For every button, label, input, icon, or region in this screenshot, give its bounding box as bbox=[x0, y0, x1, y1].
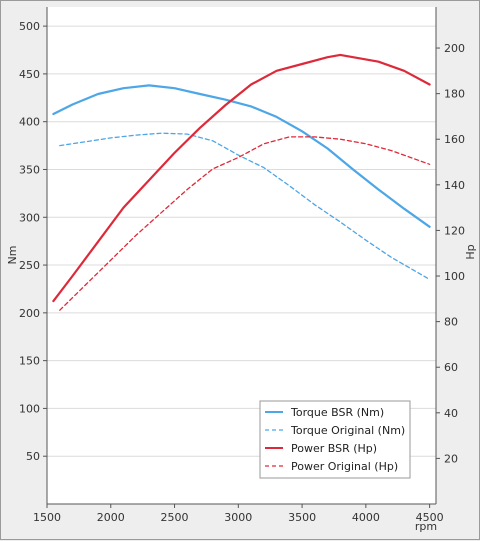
series-line-1 bbox=[52, 84, 431, 228]
y-tick-label-right: 180 bbox=[444, 88, 465, 101]
y-tick-label-left: 450 bbox=[19, 68, 40, 81]
y-tick-label-left: 100 bbox=[19, 402, 40, 415]
y-tick-label-right: 160 bbox=[444, 133, 465, 146]
axis-layer bbox=[46, 7, 437, 505]
series-line-2 bbox=[59, 132, 431, 281]
legend-box bbox=[259, 400, 411, 479]
tick-layer: 50 100 150 200 250 300 350 400 450 500 20 40 60 80 100… bbox=[19, 20, 465, 524]
y-tick-label-left: 150 bbox=[19, 355, 40, 368]
series-layer bbox=[52, 53, 431, 311]
y-tick-label-right: 120 bbox=[444, 224, 465, 237]
y-tick-label-right: 140 bbox=[444, 179, 465, 192]
x-tick-label: 3000 bbox=[224, 511, 252, 524]
y-tick-label-right: 100 bbox=[444, 270, 465, 283]
y-tick-label-left: 350 bbox=[19, 163, 40, 176]
legend-label: Power BSR (Hp) bbox=[291, 442, 377, 455]
legend: Torque BSR (Nm) Torque Original (Nm) Power… bbox=[259, 400, 411, 479]
x-tick-label: 1500 bbox=[33, 511, 61, 524]
y-tick-label-right: 60 bbox=[444, 361, 458, 374]
series-line-3 bbox=[52, 53, 431, 303]
y-axis-title-left: Nm bbox=[6, 246, 19, 265]
x-axis-title: rpm bbox=[415, 520, 437, 533]
y-tick-label-left: 50 bbox=[26, 450, 40, 463]
x-tick-label: 3500 bbox=[288, 511, 316, 524]
legend-label: Power Original (Hp) bbox=[291, 460, 398, 473]
grid-layer bbox=[47, 25, 436, 457]
y-tick-label-right: 20 bbox=[444, 452, 458, 465]
y-tick-label-left: 500 bbox=[19, 20, 40, 33]
series-line-4 bbox=[59, 136, 431, 311]
y-tick-label-left: 200 bbox=[19, 307, 40, 320]
x-tick-label: 2000 bbox=[97, 511, 125, 524]
y-tick-label-left: 300 bbox=[19, 211, 40, 224]
y-tick-label-right: 80 bbox=[444, 316, 458, 329]
x-tick-label: 4500 bbox=[416, 511, 444, 524]
x-tick-label: 2500 bbox=[161, 511, 189, 524]
y-tick-label-right: 40 bbox=[444, 407, 458, 420]
x-tick-label: 4000 bbox=[352, 511, 380, 524]
legend-label: Torque BSR (Nm) bbox=[290, 406, 384, 419]
legend-label: Torque Original (Nm) bbox=[290, 424, 405, 437]
y-tick-label-right: 200 bbox=[444, 42, 465, 55]
y-axis-title-right: Hp bbox=[464, 244, 477, 259]
y-tick-label-left: 400 bbox=[19, 116, 40, 129]
y-tick-label-left: 250 bbox=[19, 259, 40, 272]
